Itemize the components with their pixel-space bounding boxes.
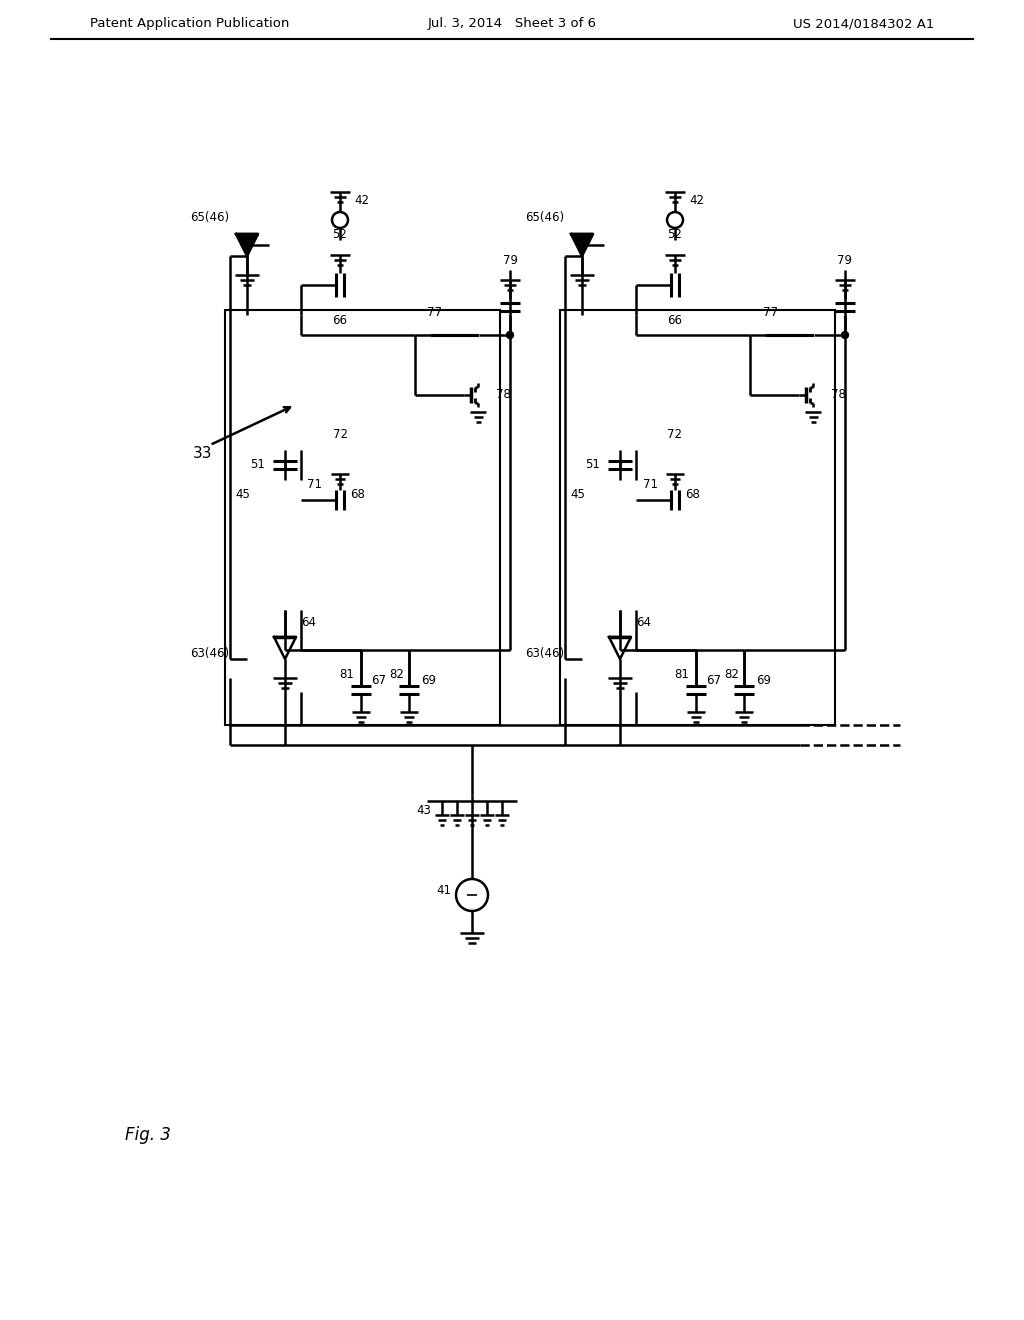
Text: 52: 52 — [668, 228, 682, 242]
Text: 69: 69 — [757, 673, 771, 686]
Text: 82: 82 — [389, 668, 404, 681]
Text: 45: 45 — [236, 488, 250, 502]
Text: 45: 45 — [570, 488, 585, 502]
Text: Jul. 3, 2014   Sheet 3 of 6: Jul. 3, 2014 Sheet 3 of 6 — [427, 17, 597, 30]
Bar — [225, 310, 500, 725]
Text: 67: 67 — [707, 673, 722, 686]
Bar — [269, 480, 301, 610]
Text: 63(46): 63(46) — [190, 647, 229, 660]
Text: 42: 42 — [689, 194, 705, 206]
Circle shape — [746, 331, 754, 338]
Polygon shape — [236, 234, 258, 256]
Circle shape — [412, 331, 419, 338]
Circle shape — [842, 331, 849, 338]
Text: 67: 67 — [372, 673, 386, 686]
Text: 43: 43 — [417, 804, 431, 817]
Circle shape — [740, 647, 748, 653]
Text: 79: 79 — [503, 253, 517, 267]
Text: 41: 41 — [436, 883, 452, 896]
Text: 78: 78 — [830, 388, 846, 401]
Text: 71: 71 — [307, 479, 323, 491]
Text: US 2014/0184302 A1: US 2014/0184302 A1 — [793, 17, 934, 30]
Bar — [560, 310, 835, 725]
Text: 66: 66 — [668, 314, 683, 327]
Text: 63(46): 63(46) — [525, 647, 564, 660]
Text: 64: 64 — [636, 615, 651, 628]
Text: 64: 64 — [301, 615, 316, 628]
Polygon shape — [274, 638, 296, 659]
Text: 71: 71 — [642, 479, 657, 491]
Text: 33: 33 — [193, 446, 213, 461]
Text: 68: 68 — [685, 488, 700, 502]
Text: Fig. 3: Fig. 3 — [125, 1126, 171, 1144]
Polygon shape — [609, 638, 631, 659]
Text: 77: 77 — [427, 306, 442, 319]
Text: 77: 77 — [763, 306, 777, 319]
Text: 78: 78 — [496, 388, 510, 401]
Text: 42: 42 — [354, 194, 370, 206]
Text: 52: 52 — [333, 228, 347, 242]
Circle shape — [507, 331, 513, 338]
Polygon shape — [571, 234, 593, 256]
Circle shape — [633, 331, 640, 338]
Text: 72: 72 — [333, 429, 347, 441]
Text: 51: 51 — [585, 458, 600, 471]
Text: 69: 69 — [422, 673, 436, 686]
Circle shape — [357, 647, 365, 653]
Text: 82: 82 — [725, 668, 739, 681]
Bar — [604, 480, 636, 610]
Text: 81: 81 — [675, 668, 689, 681]
Bar — [604, 315, 636, 450]
Circle shape — [406, 647, 413, 653]
Circle shape — [692, 647, 699, 653]
Text: 68: 68 — [350, 488, 366, 502]
Text: 66: 66 — [333, 314, 347, 327]
Bar — [269, 315, 301, 450]
Text: 72: 72 — [668, 429, 683, 441]
Text: 81: 81 — [340, 668, 354, 681]
Text: Patent Application Publication: Patent Application Publication — [90, 17, 290, 30]
Text: 65(46): 65(46) — [525, 210, 564, 223]
Text: 65(46): 65(46) — [190, 210, 229, 223]
Circle shape — [298, 331, 304, 338]
Text: 79: 79 — [838, 253, 853, 267]
Text: 51: 51 — [250, 458, 265, 471]
